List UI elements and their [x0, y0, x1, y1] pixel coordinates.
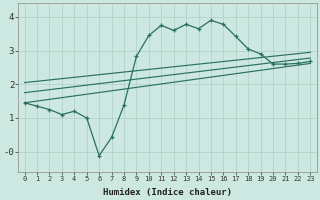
- X-axis label: Humidex (Indice chaleur): Humidex (Indice chaleur): [103, 188, 232, 197]
